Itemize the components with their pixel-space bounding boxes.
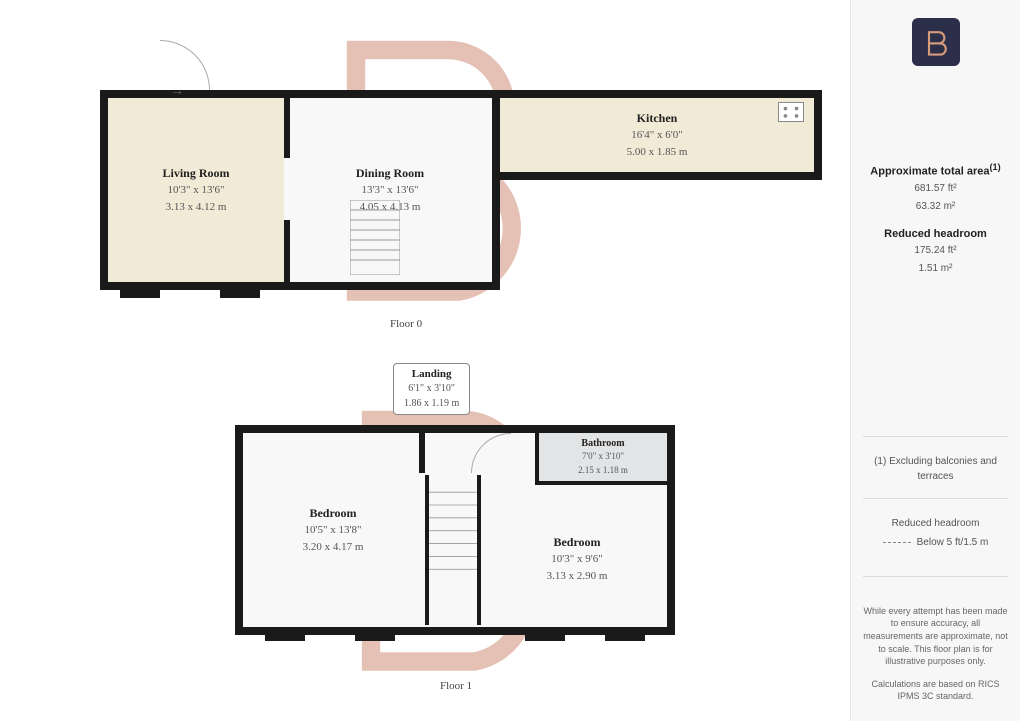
floorplan-canvas: Living Room 10'3" x 13'6" 3.13 x 4.12 m …: [0, 0, 850, 721]
disclaimer-text: While every attempt has been made to ens…: [863, 605, 1008, 668]
landing-dim-m: 1.86 x 1.19 m: [404, 397, 459, 410]
stairs-icon: [350, 200, 400, 275]
window-sill: [605, 629, 645, 641]
floor-1-label: Floor 1: [440, 680, 472, 692]
bathroom-dim-ft: 7'0" x 3'10": [582, 451, 624, 463]
floor-0: Living Room 10'3" x 13'6" 3.13 x 4.12 m …: [100, 60, 840, 300]
bedroom-1: Bedroom 10'5" x 13'8" 3.20 x 4.17 m: [243, 433, 423, 627]
window-sill: [120, 284, 160, 298]
reduced-section: Reduced headroom 175.24 ft² 1.51 m²: [863, 228, 1008, 276]
area-m: 63.32 m²: [863, 199, 1008, 214]
calc-text: Calculations are based on RICS IPMS 3C s…: [863, 678, 1008, 703]
hob-icon: [778, 102, 804, 122]
window-sill: [525, 629, 565, 641]
inner-wall: [284, 220, 290, 282]
dashed-line-icon: [883, 542, 911, 543]
floor-1: Bedroom 10'5" x 13'8" 3.20 x 4.17 m Bath…: [235, 405, 705, 665]
dining-room-dim-ft: 13'3" x 13'6": [362, 183, 419, 197]
bedroom-2: Bedroom 10'3" x 9'6" 3.13 x 2.90 m: [487, 491, 667, 627]
inner-wall: [284, 98, 290, 158]
bathroom-name: Bathroom: [581, 438, 624, 449]
area-section: Approximate total area(1) 681.57 ft² 63.…: [863, 162, 1008, 214]
bedroom-2-dim-ft: 10'3" x 9'6": [551, 552, 602, 566]
arrow-icon: →: [170, 82, 184, 98]
info-sidebar: Approximate total area(1) 681.57 ft² 63.…: [850, 0, 1020, 721]
landing-name: Landing: [404, 368, 459, 380]
area-title: Approximate total area: [870, 166, 989, 178]
bathroom: Bathroom 7'0" x 3'10" 2.15 x 1.18 m: [535, 433, 667, 485]
bedroom-2-dim-m: 3.13 x 2.90 m: [547, 569, 608, 583]
brand-logo: [912, 18, 960, 66]
bedroom-1-dim-ft: 10'5" x 13'8": [305, 523, 362, 537]
legend-sub: Below 5 ft/1.5 m: [917, 537, 989, 548]
landing-dim-ft: 6'1" x 3'10": [404, 382, 459, 395]
stairs-icon: [425, 475, 481, 625]
kitchen-name: Kitchen: [637, 111, 678, 126]
window-sill: [220, 284, 260, 298]
living-room-dim-m: 3.13 x 4.12 m: [166, 200, 227, 214]
inner-wall: [419, 433, 425, 473]
floor-0-label: Floor 0: [390, 318, 422, 330]
bedroom-1-name: Bedroom: [309, 506, 356, 521]
dining-room-name: Dining Room: [356, 166, 424, 181]
legend-section: Reduced headroom Below 5 ft/1.5 m: [863, 513, 1008, 548]
legend-title: Reduced headroom: [863, 516, 1008, 531]
reduced-ft: 175.24 ft²: [863, 243, 1008, 258]
bedroom-1-dim-m: 3.20 x 4.17 m: [303, 540, 364, 554]
area-sup: (1): [990, 162, 1001, 172]
bedroom-2-name: Bedroom: [553, 535, 600, 550]
kitchen-dim-ft: 16'4" x 6'0": [631, 128, 682, 142]
living-room-name: Living Room: [162, 166, 229, 181]
living-room: Living Room 10'3" x 13'6" 3.13 x 4.12 m: [108, 98, 284, 282]
window-sill: [355, 629, 395, 641]
bathroom-dim-m: 2.15 x 1.18 m: [578, 465, 628, 477]
reduced-m: 1.51 m²: [863, 261, 1008, 276]
footnote-1: (1) Excluding balconies and terraces: [863, 454, 1008, 484]
living-room-dim-ft: 10'3" x 13'6": [168, 183, 225, 197]
window-sill: [265, 629, 305, 641]
area-ft: 681.57 ft²: [863, 181, 1008, 196]
landing-callout: Landing 6'1" x 3'10" 1.86 x 1.19 m: [393, 363, 470, 415]
kitchen: Kitchen 16'4" x 6'0" 5.00 x 1.85 m: [500, 98, 814, 172]
reduced-title: Reduced headroom: [863, 228, 1008, 240]
kitchen-dim-m: 5.00 x 1.85 m: [627, 145, 688, 159]
